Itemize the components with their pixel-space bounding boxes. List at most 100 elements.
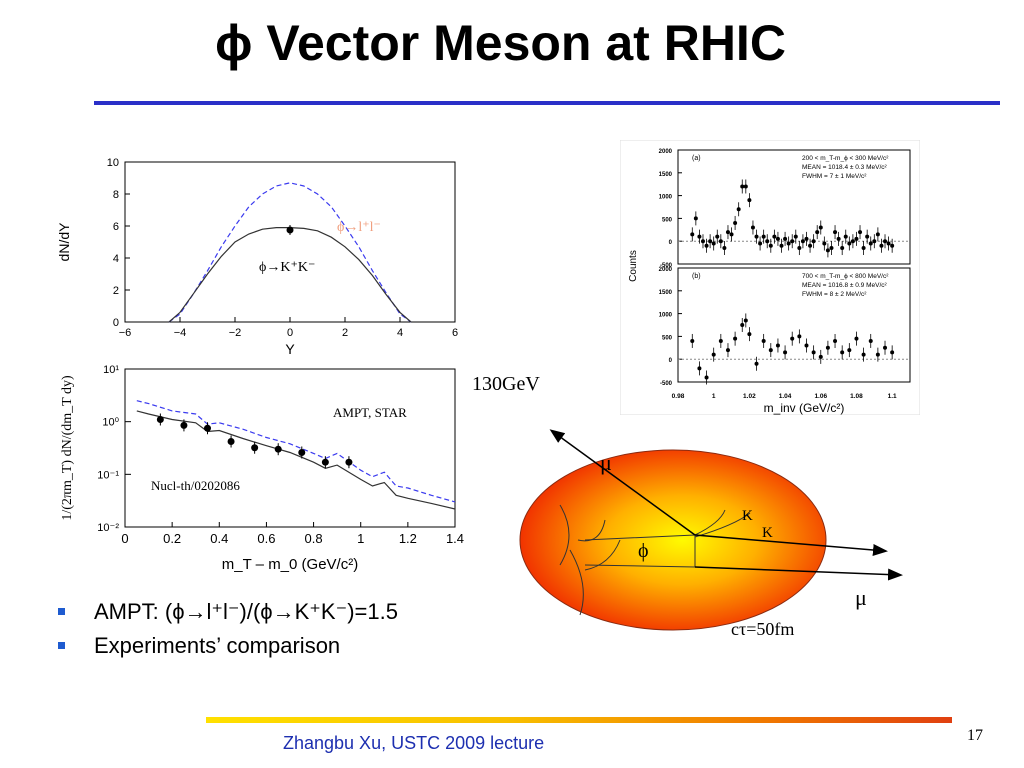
- data-point: [822, 241, 827, 246]
- data-point: [868, 338, 873, 343]
- x-tick-label: 0.8: [305, 531, 323, 546]
- energy-label: 130GeV: [472, 373, 540, 395]
- y-tick-label: 500: [662, 217, 673, 223]
- data-point: [697, 366, 702, 371]
- data-point: [843, 234, 848, 239]
- data-point: [797, 246, 802, 251]
- y-tick-label: 10⁰: [102, 417, 119, 429]
- phi-track: [584, 534, 696, 568]
- y-tick-label: 1000: [659, 313, 673, 319]
- data-point: [850, 239, 855, 244]
- annotation-dilepton: ϕ→l⁺l⁻: [337, 220, 381, 235]
- title-rule: [94, 101, 1000, 105]
- data-point: [815, 230, 820, 235]
- data-point: [811, 350, 816, 355]
- x-tick-label: 1.04: [779, 393, 792, 400]
- data-point: [690, 338, 695, 343]
- y-tick-label: 1000: [659, 195, 673, 201]
- data-point: [768, 243, 773, 248]
- y-tick-label: 0: [113, 317, 119, 329]
- data-point: [156, 415, 164, 423]
- y-tick-label: -500: [660, 263, 673, 269]
- data-point: [286, 226, 294, 234]
- plot-frame: [677, 267, 911, 383]
- data-point: [790, 336, 795, 341]
- k1-label: K: [742, 508, 753, 524]
- plot-frame: [677, 149, 911, 265]
- data-point: [883, 239, 888, 244]
- data-point: [704, 375, 709, 380]
- y-tick-label: 10¹: [103, 364, 119, 376]
- data-point: [747, 198, 752, 203]
- panel-label: (b): [692, 273, 701, 280]
- data-point: [733, 220, 738, 225]
- x-tick-label: 0: [287, 327, 293, 339]
- data-point: [890, 350, 895, 355]
- data-point: [761, 338, 766, 343]
- x-axis-label: m_T – m_0 (GeV/c²): [222, 556, 358, 573]
- data-point: [886, 241, 891, 246]
- data-point: [697, 234, 702, 239]
- x-tick-label: 2: [342, 327, 348, 339]
- x-tick-label: 1.08: [850, 393, 863, 400]
- panel-info: MEAN = 1016.8 ± 0.9 MeV/c²: [802, 282, 888, 289]
- y-tick-label: 1500: [659, 290, 673, 296]
- x-tick-label: 1: [712, 393, 716, 400]
- data-point: [718, 239, 723, 244]
- data-point: [740, 323, 745, 327]
- data-point: [711, 241, 716, 246]
- x-tick-label: 0.6: [257, 531, 275, 546]
- data-point: [818, 354, 823, 359]
- data-point: [298, 448, 306, 456]
- track-line: [559, 504, 621, 616]
- y-tick-label: 10: [107, 157, 119, 169]
- y-tick-label: 10⁻¹: [97, 469, 119, 481]
- data-point: [868, 241, 873, 246]
- y-tick-label: 4: [113, 253, 119, 265]
- data-point: [704, 243, 709, 248]
- data-point: [700, 239, 705, 244]
- data-point: [854, 336, 859, 341]
- x-axis-label: m_inv (GeV/c²): [764, 401, 845, 415]
- data-point: [274, 445, 282, 453]
- panel-info: MEAN = 1018.4 ± 0.3 MeV/c²: [802, 164, 888, 171]
- data-point: [875, 232, 880, 237]
- data-point: [818, 225, 823, 230]
- data-point: [800, 239, 805, 244]
- y-tick-label: -500: [660, 381, 673, 387]
- y-tick-label: 8: [113, 189, 119, 201]
- bullet-text: AMPT: (ϕ→l⁺l⁻)/(ϕ→K⁺K⁻)=1.5: [94, 599, 398, 624]
- data-point: [840, 350, 845, 355]
- x-tick-label: 6: [452, 327, 458, 339]
- panel-info: FWHM = 8 ± 2 MeV/c²: [802, 291, 867, 298]
- data-point: [872, 239, 877, 244]
- data-point: [729, 232, 734, 237]
- data-point: [227, 438, 235, 446]
- rapidity-chart: −6 −4 −2 0 2 4 6 0 2 4 6 8 10 YdN/dY ϕ→l⁺l⁻ ϕ→K⁺K⁻: [56, 157, 458, 357]
- plot-frame: [124, 161, 456, 323]
- phi-label: ϕ: [638, 540, 649, 562]
- muon-track-right: [694, 534, 888, 556]
- x-tick-label: 0.98: [672, 393, 685, 400]
- data-point: [768, 348, 773, 353]
- data-point: [754, 234, 759, 239]
- data-point: [865, 234, 870, 239]
- y-axis-label: dN/dY: [56, 222, 72, 262]
- data-point: [804, 236, 809, 241]
- data-point: [883, 345, 888, 350]
- data-point: [754, 361, 759, 366]
- data-point: [854, 236, 859, 241]
- panel-frame: [620, 140, 920, 415]
- y-tick-label: 2000: [659, 149, 673, 155]
- data-point: [722, 246, 727, 251]
- data-point: [829, 246, 834, 251]
- slide-title: ϕ Vector Meson at RHIC: [215, 15, 786, 71]
- ctau-label: cτ=50fm: [731, 619, 794, 639]
- data-point: [765, 239, 770, 244]
- x-axis-label: Y: [285, 341, 295, 357]
- bullet-marker: [58, 608, 65, 615]
- x-tick-label: 0.4: [210, 531, 228, 546]
- data-point: [251, 444, 259, 452]
- x-tick-label: −2: [229, 327, 242, 339]
- y-tick-label: 6: [113, 221, 119, 233]
